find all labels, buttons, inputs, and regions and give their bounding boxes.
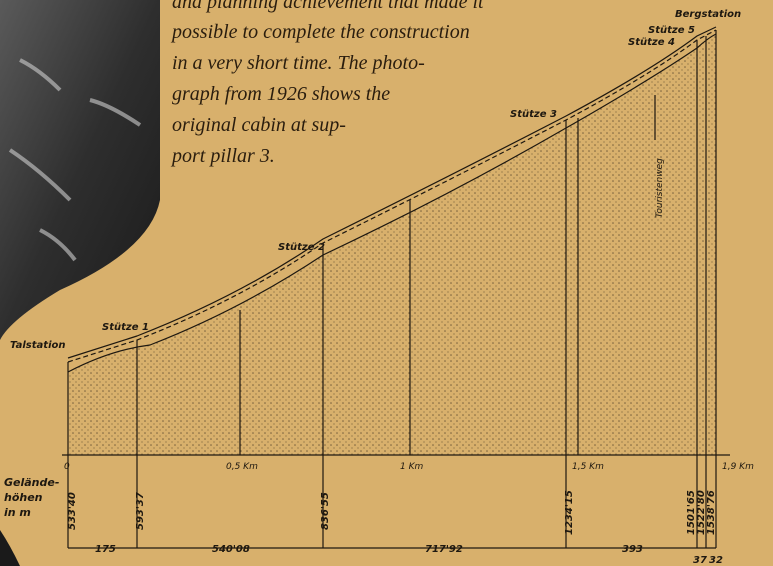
heading-line: in m [4, 506, 31, 519]
distance-markers: 0 0,5 Km 1 Km 1,5 Km 1,9 Km [64, 462, 754, 472]
segment-length: 37 [693, 555, 707, 566]
mountain-station: Bergstation [675, 9, 741, 20]
pillar-label: Stütze 3 [510, 109, 557, 120]
station-labels: Talstation Bergstation Stütze 1 Stütze 2… [10, 9, 741, 351]
intro-line: and planning achievement that made it [172, 0, 484, 13]
elevation-heading: Gelände- höhen in m [4, 476, 59, 519]
heading-line: höhen [4, 491, 43, 504]
segment-length: 175 [95, 544, 116, 555]
km-marker: 1 Km [400, 462, 423, 472]
intro-line: in a very short time. The photo- [172, 52, 425, 74]
trail-label: Touristenweg [655, 158, 665, 218]
pillar-label: Stütze 1 [102, 322, 149, 333]
pillar-label: Stütze 4 [628, 37, 675, 48]
segment-length: 717'92 [425, 544, 463, 555]
photo [0, 0, 160, 566]
segment-length: 540'08 [212, 544, 250, 555]
elevation: 836'55 [320, 492, 331, 530]
elevations: 533'40 593'37 836'55 1234'15 1501'65 152… [67, 490, 717, 535]
pillar-label: Stütze 5 [648, 25, 695, 36]
pillar-label: Stütze 2 [278, 242, 325, 253]
km-marker: 0,5 Km [226, 462, 258, 472]
km-marker: 1,9 Km [722, 462, 754, 472]
profile-drawing [62, 26, 730, 549]
intro-line: original cabin at sup- [172, 114, 346, 136]
km-marker: 1,5 Km [572, 462, 604, 472]
km-marker: 0 [64, 462, 70, 472]
intro-line: possible to complete the construction [170, 21, 470, 43]
heading-line: Gelände- [4, 476, 59, 489]
intro-text: and planning achievement that made it po… [170, 0, 484, 167]
segment-lengths: 175 540'08 717'92 393 37 32 [95, 544, 723, 566]
elevation: 533'40 [67, 492, 78, 530]
segment-length: 32 [709, 555, 723, 566]
intro-line: port pillar 3. [170, 145, 275, 167]
intro-line: graph from 1926 shows the [172, 83, 390, 105]
elevation: 1522'80 [696, 490, 707, 535]
elevation: 1501'65 [686, 490, 697, 535]
elevation: 1538'76 [706, 490, 717, 535]
elevation: 1234'15 [564, 490, 575, 535]
segment-length: 393 [622, 544, 643, 555]
elevation: 593'37 [135, 492, 146, 530]
valley-station: Talstation [10, 340, 66, 351]
